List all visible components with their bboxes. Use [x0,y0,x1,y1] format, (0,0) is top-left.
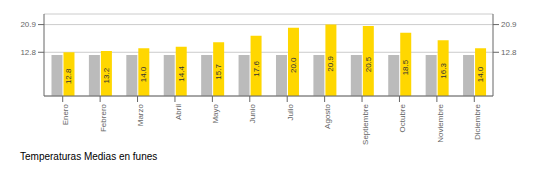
svg-text:Enero: Enero [61,103,70,125]
svg-text:14.4: 14.4 [177,66,186,82]
svg-text:Julio: Julio [286,103,295,120]
svg-text:14.0: 14.0 [476,66,485,82]
svg-text:17.6: 17.6 [252,61,261,77]
svg-text:Septiembre: Septiembre [361,103,370,144]
svg-text:18.5: 18.5 [401,59,410,75]
svg-text:Agosto: Agosto [323,103,332,128]
svg-text:12.8: 12.8 [64,68,73,84]
svg-text:20.9: 20.9 [326,56,335,72]
html-text:Temperaturas Medias en funes: Temperaturas Medias en funes [20,151,158,162]
svg-text:Diciembre: Diciembre [473,103,482,140]
svg-text:Noviembre: Noviembre [436,103,445,142]
svg-text:16.3: 16.3 [439,63,448,79]
svg-text:20.9: 20.9 [20,20,36,29]
svg-text:15.7: 15.7 [214,64,223,80]
svg-text:Octubre: Octubre [398,103,407,132]
svg-text:Junio: Junio [248,103,257,123]
svg-text:13.2: 13.2 [102,67,111,83]
svg-text:12.8: 12.8 [501,48,517,57]
svg-text:20.0: 20.0 [289,57,298,73]
svg-text:20.9: 20.9 [501,20,517,29]
svg-text:Abril: Abril [174,104,183,120]
svg-text:Mayo: Mayo [211,103,220,123]
svg-text:Febrero: Febrero [99,103,108,132]
svg-text:Marzo: Marzo [136,103,145,126]
svg-text:12.8: 12.8 [20,48,36,57]
svg-text:14.0: 14.0 [139,66,148,82]
svg-text:20.5: 20.5 [364,56,373,72]
